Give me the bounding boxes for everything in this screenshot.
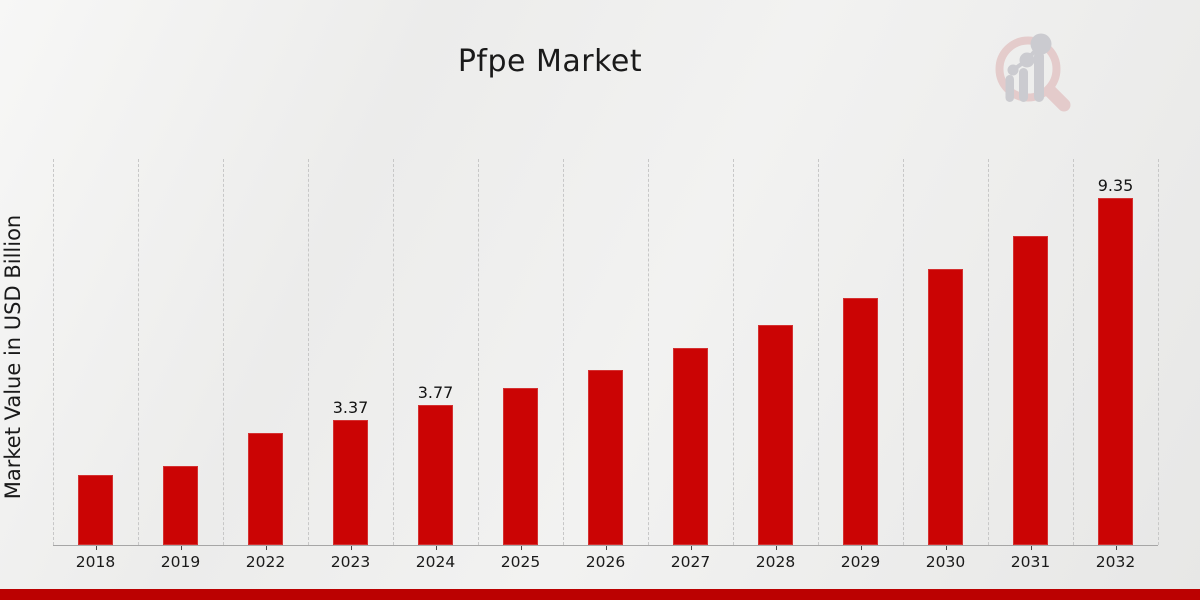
x-axis-tick bbox=[520, 546, 522, 550]
bar-2030 bbox=[928, 268, 963, 545]
gridline bbox=[53, 159, 54, 545]
x-axis-tick bbox=[945, 546, 947, 550]
bar-2029 bbox=[843, 298, 878, 545]
logo-bars-icon bbox=[1005, 51, 1044, 102]
bar-2023 bbox=[333, 419, 368, 545]
y-axis-label: Market Value in USD Billion bbox=[1, 214, 25, 500]
bar-2018 bbox=[78, 474, 113, 545]
gridline bbox=[308, 159, 309, 545]
x-axis-tick bbox=[350, 546, 352, 550]
x-tick-label-2028: 2028 bbox=[755, 553, 796, 571]
x-tick-label-2029: 2029 bbox=[840, 553, 881, 571]
x-axis-tick bbox=[605, 546, 607, 550]
gridline bbox=[1158, 159, 1159, 545]
x-tick-label-2030: 2030 bbox=[925, 553, 966, 571]
x-axis-tick bbox=[180, 546, 182, 550]
x-tick-label-2019: 2019 bbox=[160, 553, 201, 571]
logo-trend-line-icon bbox=[1007, 33, 1052, 76]
x-axis-tick bbox=[95, 546, 97, 550]
bar-2025 bbox=[503, 388, 538, 545]
bar-value-label-2024: 3.77 bbox=[417, 383, 454, 403]
gridline bbox=[733, 159, 734, 545]
footer-accent-bar bbox=[0, 589, 1200, 600]
bar-2027 bbox=[673, 348, 708, 545]
gridline bbox=[818, 159, 819, 545]
x-tick-label-2031: 2031 bbox=[1010, 553, 1051, 571]
x-axis-tick bbox=[435, 546, 437, 550]
x-axis-tick bbox=[690, 546, 692, 550]
gridline bbox=[478, 159, 479, 545]
x-axis-tick bbox=[1115, 546, 1117, 550]
x-axis-line bbox=[53, 545, 1158, 546]
x-tick-label-2018: 2018 bbox=[75, 553, 116, 571]
bar-value-label-2032: 9.35 bbox=[1097, 176, 1134, 196]
bar-value-label-2023: 3.37 bbox=[332, 397, 369, 417]
chart-title: Pfpe Market bbox=[457, 44, 643, 79]
bar-2026 bbox=[588, 369, 623, 545]
gridline bbox=[563, 159, 564, 545]
x-axis-tick bbox=[775, 546, 777, 550]
gridline bbox=[1073, 159, 1074, 545]
gridline bbox=[903, 159, 904, 545]
x-tick-label-2032: 2032 bbox=[1095, 553, 1136, 571]
x-axis-tick bbox=[860, 546, 862, 550]
x-axis-tick bbox=[265, 546, 267, 550]
x-tick-label-2023: 2023 bbox=[330, 553, 371, 571]
x-tick-label-2025: 2025 bbox=[500, 553, 541, 571]
bar-2032 bbox=[1098, 198, 1133, 545]
bar-2031 bbox=[1013, 235, 1048, 545]
bar-2022 bbox=[248, 433, 283, 545]
bar-2024 bbox=[418, 405, 453, 545]
x-axis-tick bbox=[1030, 546, 1032, 550]
magnifier-bar-chart-logo bbox=[995, 33, 1071, 112]
gridline bbox=[988, 159, 989, 545]
x-tick-label-2027: 2027 bbox=[670, 553, 711, 571]
gridline bbox=[138, 159, 139, 545]
x-tick-label-2022: 2022 bbox=[245, 553, 286, 571]
bar-2019 bbox=[163, 465, 198, 545]
x-tick-label-2024: 2024 bbox=[415, 553, 456, 571]
gridline bbox=[223, 159, 224, 545]
gridline bbox=[393, 159, 394, 545]
bar-2028 bbox=[758, 324, 793, 545]
x-tick-label-2026: 2026 bbox=[585, 553, 626, 571]
gridline bbox=[648, 159, 649, 545]
